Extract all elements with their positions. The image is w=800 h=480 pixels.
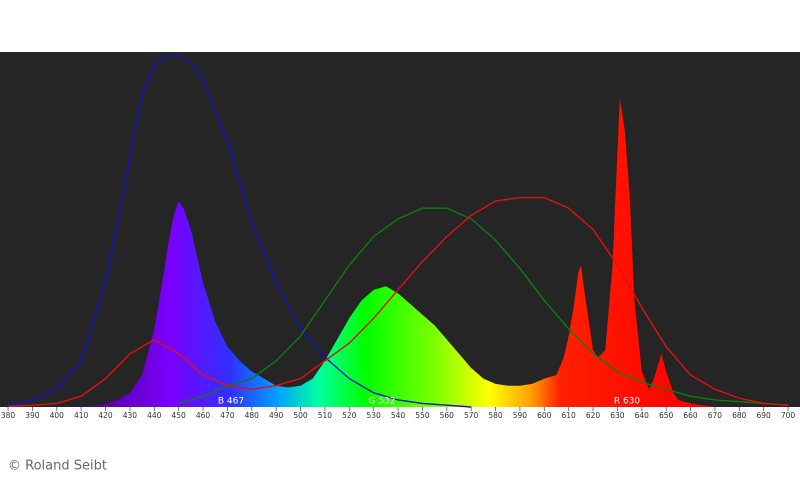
x-tick-label: 470 xyxy=(220,411,235,420)
x-tick-label: 460 xyxy=(196,411,211,420)
response-curve xyxy=(8,196,789,407)
x-tick-label: 630 xyxy=(610,411,625,420)
x-tick-label: 450 xyxy=(172,411,187,420)
x-tick-label: 530 xyxy=(367,411,382,420)
response-curve xyxy=(178,207,789,406)
x-tick-label: 590 xyxy=(513,411,528,420)
x-tick-label: 540 xyxy=(391,411,406,420)
x-tick-label: 570 xyxy=(464,411,479,420)
x-tick-label: 620 xyxy=(586,411,601,420)
x-tick-label: 520 xyxy=(342,411,357,420)
peak-label: B 467 xyxy=(218,397,244,407)
x-tick-label: 430 xyxy=(123,411,138,420)
x-tick-label: 680 xyxy=(732,411,747,420)
response-curve xyxy=(7,54,472,408)
x-tick-label: 580 xyxy=(488,411,503,420)
x-tick-label: 380 xyxy=(1,411,16,420)
x-tick-label: 700 xyxy=(781,411,796,420)
x-axis-strip xyxy=(0,407,800,423)
x-tick-label: 560 xyxy=(440,411,455,420)
x-tick-label: 410 xyxy=(74,411,89,420)
x-tick-label: 400 xyxy=(50,411,65,420)
copyright: © Roland Seibt xyxy=(8,459,107,474)
x-tick-label: 480 xyxy=(245,411,260,420)
spectrum-area xyxy=(8,98,789,408)
x-tick-label: 390 xyxy=(25,411,40,420)
x-tick-label: 610 xyxy=(562,411,577,420)
x-tick-label: 660 xyxy=(683,411,698,420)
x-tick-label: 420 xyxy=(98,411,113,420)
peak-label: R 630 xyxy=(614,397,641,407)
peak-label: G 532 xyxy=(368,397,395,407)
x-tick-label: 670 xyxy=(708,411,723,420)
x-tick-label: 640 xyxy=(635,411,650,420)
x-tick-label: 490 xyxy=(269,411,284,420)
x-tick-label: 690 xyxy=(757,411,772,420)
x-tick-label: 600 xyxy=(537,411,552,420)
x-tick-label: 510 xyxy=(318,411,333,420)
x-tick-label: 650 xyxy=(659,411,674,420)
x-tick-label: 440 xyxy=(147,411,162,420)
x-tick-label: 500 xyxy=(293,411,308,420)
x-tick-label: 550 xyxy=(415,411,430,420)
